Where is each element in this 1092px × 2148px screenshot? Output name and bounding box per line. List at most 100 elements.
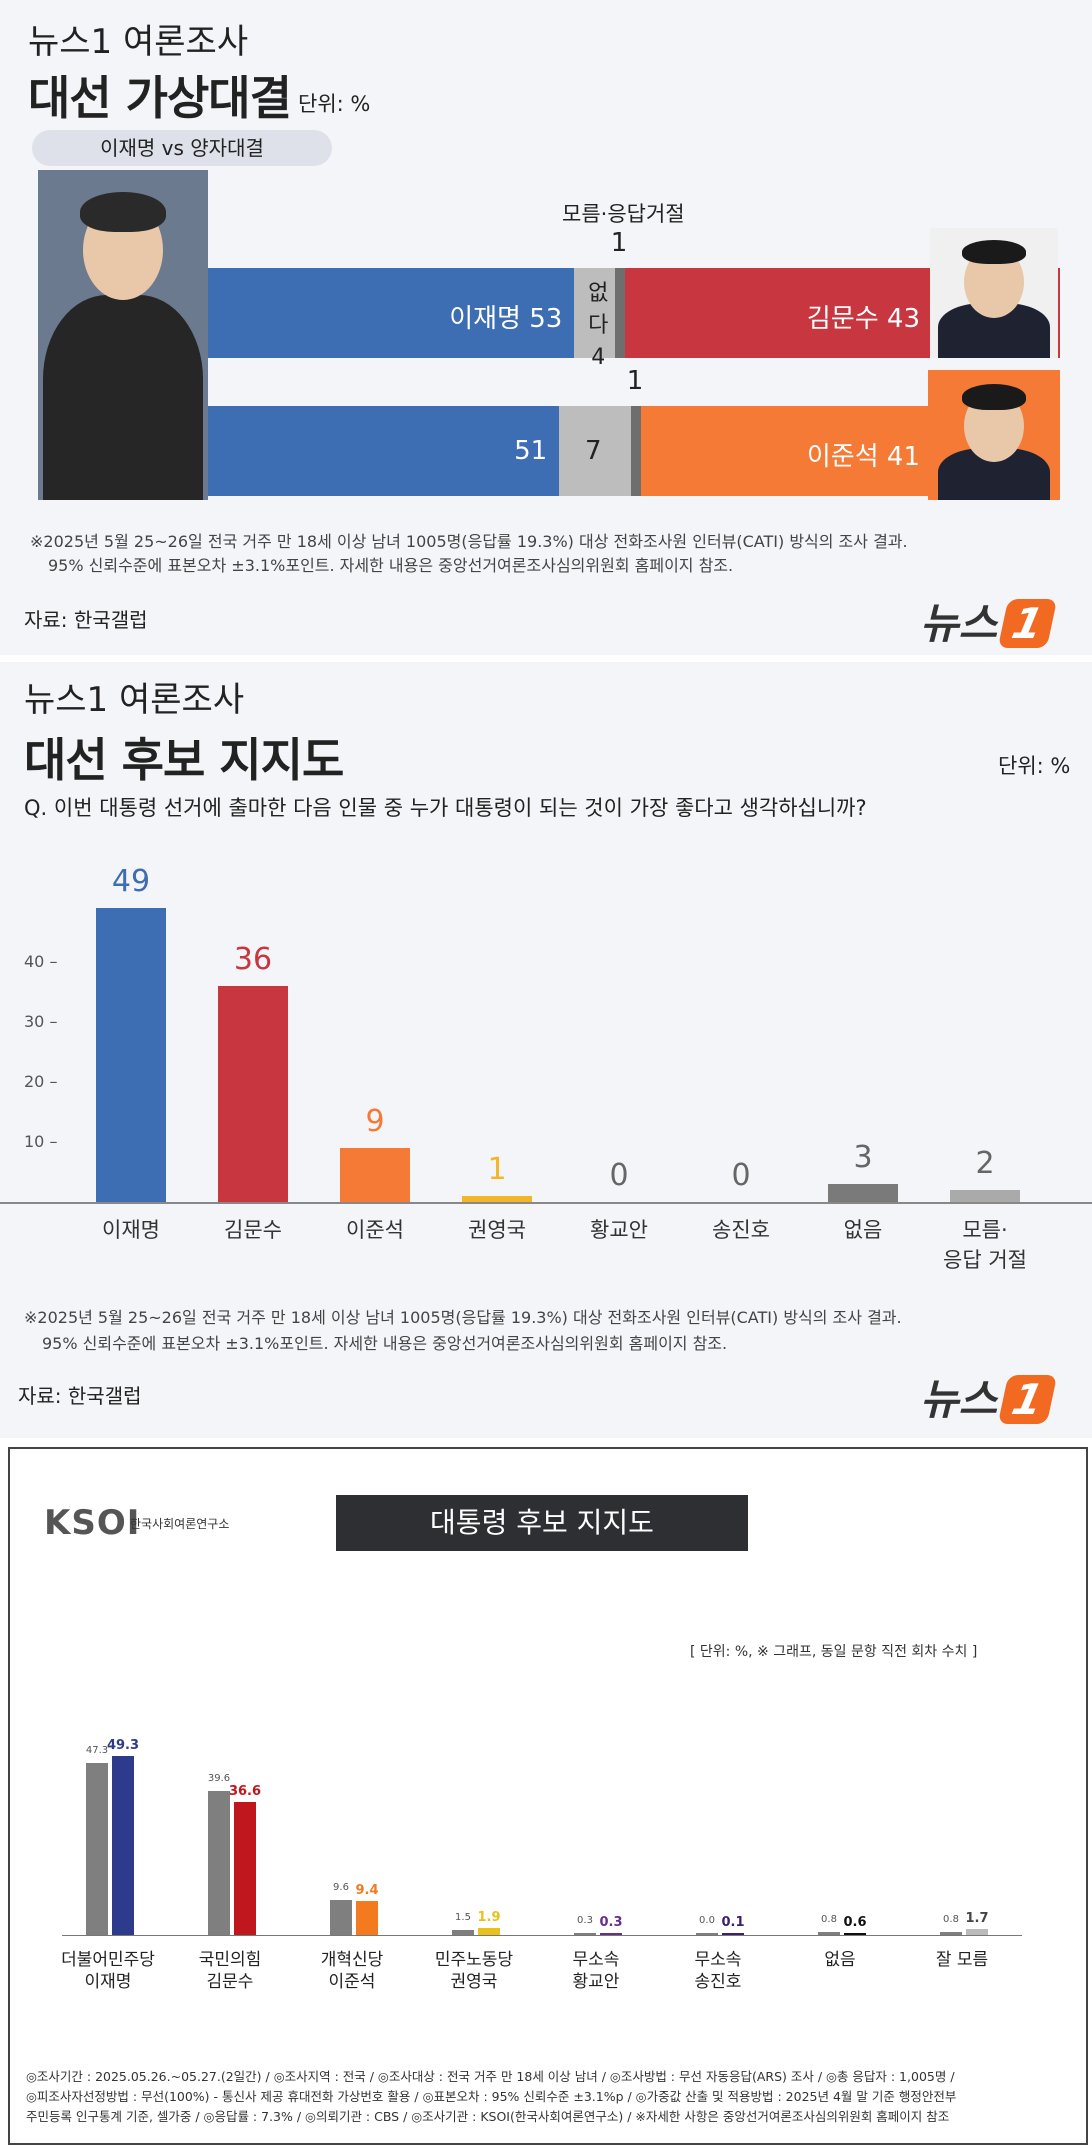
panel-head-to-head: 뉴스1 여론조사 대선 가상대결 단위: % 이재명 vs 양자대결 모름·응답…	[0, 0, 1092, 655]
x-category-label: 송진호	[712, 1218, 770, 1242]
survey-note-2: 95% 신뢰수준에 표본오차 ±3.1%포인트. 자세한 내용은 중앙선거여론조…	[42, 1334, 728, 1353]
bar-segment-label: 없다 4	[588, 281, 609, 370]
page-title: 대선 후보 지지도	[24, 733, 344, 787]
bar-7-current	[844, 1932, 866, 1935]
bar-segment-label: 1	[610, 228, 628, 258]
bar-8-current	[966, 1928, 988, 1935]
x-category-label: 김문수	[224, 1218, 282, 1242]
bar-segment-label: 김문수 43	[806, 304, 920, 334]
candidate-photo-lee-junseok	[928, 370, 1060, 500]
bar-value-label: 1.5	[455, 1911, 471, 1923]
source-label: 자료: 한국갤럽	[24, 608, 148, 632]
bar-1-previous	[86, 1763, 108, 1935]
footer-line-2: ◎피조사자선정방법 : 무선(100%) - 통신사 제공 휴대전화 가상번호 …	[26, 2089, 957, 2104]
bar-2-previous	[208, 1791, 230, 1935]
bar-value-label: 9.6	[333, 1882, 349, 1894]
candidate-photo-lee-jaemyung	[38, 170, 208, 500]
unit-legend-note: [ 단위: %, ※ 그래프, 동일 문항 직전 회차 수치 ]	[690, 1644, 978, 1660]
unknown-label: 모름·응답거절	[562, 202, 685, 226]
bar-segment-label: 51	[514, 436, 548, 466]
y-tick-label: 30 –	[24, 1012, 58, 1031]
x-category-label: 개혁신당 이준석	[320, 1950, 384, 1992]
bar-value-label: 0.1	[721, 1915, 745, 1930]
x-category-label: 없음	[843, 1218, 883, 1242]
bar-5-current	[600, 1933, 622, 1935]
question-text: Q. 이번 대통령 선거에 출마한 다음 인물 중 누가 대통령이 되는 것이 …	[24, 796, 867, 820]
bar-6-current	[722, 1933, 744, 1935]
source-label: 자료: 한국갤럽	[18, 1384, 142, 1408]
bar-segment-1-2	[574, 268, 615, 358]
bar-value-label: 1.9	[477, 1910, 501, 1926]
bar-segment-1-3	[614, 268, 625, 358]
x-category-label: 더불어민주당 이재명	[61, 1950, 155, 1992]
y-tick-label: 10 –	[24, 1132, 58, 1151]
bar-value-label: 9	[365, 1104, 385, 1139]
bar-value-label: 1.7	[965, 1910, 989, 1926]
x-category-label: 잘 모름	[935, 1950, 989, 1970]
bar-7-previous	[818, 1932, 840, 1935]
bar-3-current	[356, 1900, 378, 1935]
bar-5-previous	[574, 1933, 596, 1935]
bar-segment-label: 7	[584, 436, 602, 466]
bar-value-label: 0	[731, 1158, 751, 1193]
bar-segment-label: 이준석 41	[806, 442, 920, 472]
bar-segment-2-2	[559, 406, 631, 496]
footer-line-3: 주민등록 인구통계 기준, 셀가중 / ◎응답률 : 7.3% / ◎의뢰기관 …	[26, 2109, 950, 2124]
panel-candidate-support: 뉴스1 여론조사 대선 후보 지지도 단위: % Q. 이번 대통령 선거에 출…	[0, 662, 1092, 1438]
survey-note-1: ※2025년 5월 25~26일 전국 거주 만 18세 이상 남녀 1005명…	[24, 1308, 902, 1327]
x-category-label: 없음	[824, 1950, 856, 1970]
bar-value-label: 0.8	[943, 1914, 959, 1926]
unit-label: 단위: %	[298, 92, 371, 116]
x-category-label: 민주노동당 권영국	[434, 1950, 514, 1992]
candidate-photo-kim-moonsoo	[930, 228, 1058, 358]
bar-value-label: 0	[609, 1158, 629, 1193]
bar-value-label: 1	[487, 1152, 507, 1187]
bar-segment-label: 이재명 53	[449, 304, 563, 334]
survey-note-1: ※2025년 5월 25~26일 전국 거주 만 18세 이상 남녀 1005명…	[30, 532, 908, 551]
matchup-pill: 이재명 vs 양자대결	[32, 130, 332, 166]
x-axis-baseline	[0, 1202, 1092, 1204]
y-tick-label: 40 –	[24, 952, 58, 971]
bar-value-label: 0.3	[577, 1915, 593, 1926]
bar-segment-2-3	[630, 406, 641, 496]
x-axis-baseline	[62, 1935, 1022, 1936]
bar-8-previous	[940, 1932, 962, 1935]
x-category-label: 황교안	[590, 1218, 648, 1242]
bar-3	[340, 1148, 410, 1202]
news1-logo: 뉴스 1	[920, 590, 1058, 651]
page-title: 대선 가상대결	[28, 71, 292, 125]
chart-title: 대통령 후보 지지도	[336, 1495, 748, 1551]
bar-2	[218, 986, 288, 1202]
bar-1-current	[112, 1755, 134, 1935]
bar-value-label: 0.6	[843, 1914, 867, 1930]
bar-4	[462, 1196, 532, 1202]
bar-value-label: 0.0	[699, 1915, 715, 1926]
x-category-label: 국민의힘 김문수	[198, 1950, 262, 1992]
bar-value-label: 39.6	[207, 1773, 231, 1784]
bar-value-label: 36.6	[228, 1783, 262, 1799]
bar-3-previous	[330, 1900, 352, 1935]
bar-6-previous	[696, 1933, 718, 1935]
bar-4-current	[478, 1928, 500, 1935]
x-category-label: 모름· 응답 거절	[943, 1218, 1027, 1272]
bar-1	[96, 908, 166, 1202]
panel-ksoi: KSOI 한국사회여론연구소 대통령 후보 지지도 [ 단위: %, ※ 그래프…	[0, 1445, 1092, 2148]
y-tick-label: 20 –	[24, 1072, 58, 1091]
x-category-label: 이재명	[102, 1218, 160, 1242]
panel-frame	[8, 1447, 1088, 2145]
bar-value-label: 47.3	[85, 1745, 109, 1756]
survey-note-2: 95% 신뢰수준에 표본오차 ±3.1%포인트. 자세한 내용은 중앙선거여론조…	[48, 556, 734, 575]
bar-value-label: 49.3	[106, 1737, 140, 1753]
footer-line-1: ◎조사기간 : 2025.05.26.~05.27.(2일간) / ◎조사지역 …	[26, 2069, 955, 2084]
brand-label: 뉴스1 여론조사	[24, 680, 245, 720]
ksoi-logo-subtitle: 한국사회여론연구소	[130, 1517, 230, 1531]
unit-label: 단위: %	[998, 754, 1071, 778]
x-category-label: 무소속 황교안	[572, 1950, 620, 1992]
brand-label: 뉴스1 여론조사	[28, 22, 249, 62]
bar-7	[828, 1184, 898, 1202]
bar-value-label: 0.3	[599, 1915, 623, 1930]
bar-value-label: 49	[111, 864, 151, 899]
bar-value-label: 3	[853, 1140, 873, 1175]
bar-value-label: 9.4	[355, 1882, 379, 1898]
x-category-label: 이준석	[346, 1218, 404, 1242]
